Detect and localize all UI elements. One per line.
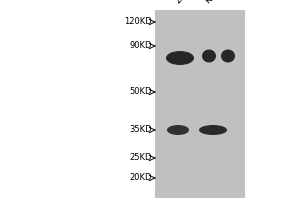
- Text: 20KD: 20KD: [130, 174, 152, 182]
- Text: 293T: 293T: [174, 0, 195, 5]
- Text: 50KD: 50KD: [130, 88, 152, 97]
- Text: 120KD: 120KD: [124, 18, 152, 26]
- Ellipse shape: [221, 49, 235, 62]
- Bar: [155, 10, 245, 198]
- Ellipse shape: [167, 125, 189, 135]
- Text: 90KD: 90KD: [130, 42, 152, 50]
- Text: 35KD: 35KD: [129, 126, 152, 134]
- Ellipse shape: [166, 51, 194, 65]
- Ellipse shape: [199, 125, 227, 135]
- Text: K562: K562: [204, 0, 226, 5]
- Ellipse shape: [202, 49, 216, 62]
- Text: 25KD: 25KD: [130, 154, 152, 162]
